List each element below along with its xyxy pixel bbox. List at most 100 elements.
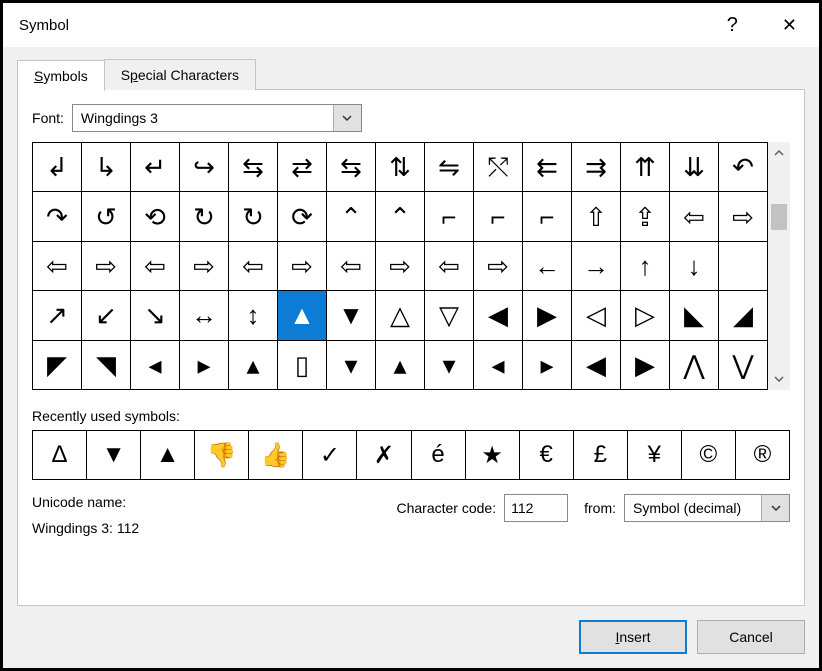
symbol-cell[interactable]: ▴ bbox=[229, 341, 277, 389]
symbol-cell[interactable]: ◀ bbox=[572, 341, 620, 389]
symbol-cell[interactable]: ◥ bbox=[82, 341, 130, 389]
symbol-cell[interactable]: ▶ bbox=[621, 341, 669, 389]
symbol-cell[interactable]: ⤲ bbox=[474, 143, 522, 191]
symbol-cell[interactable]: ↲ bbox=[33, 143, 81, 191]
symbol-cell[interactable]: ⇨ bbox=[376, 242, 424, 290]
cancel-button[interactable]: Cancel bbox=[697, 620, 805, 654]
symbol-cell[interactable]: ⇪ bbox=[621, 192, 669, 240]
symbol-cell[interactable]: ◂ bbox=[474, 341, 522, 389]
recent-symbol-cell[interactable]: ▲ bbox=[141, 431, 194, 479]
recent-symbol-cell[interactable]: ★ bbox=[466, 431, 519, 479]
symbol-cell[interactable]: ⇦ bbox=[327, 242, 375, 290]
symbol-cell[interactable]: ⌐ bbox=[425, 192, 473, 240]
symbol-cell[interactable]: ▾ bbox=[327, 341, 375, 389]
symbol-cell[interactable]: ⇨ bbox=[82, 242, 130, 290]
symbol-cell[interactable]: ▯ bbox=[278, 341, 326, 389]
symbol-cell[interactable]: ↕ bbox=[229, 291, 277, 339]
symbol-cell[interactable]: ◣ bbox=[670, 291, 718, 339]
symbol-cell[interactable]: ⇄ bbox=[278, 143, 326, 191]
symbol-cell[interactable]: ▶ bbox=[523, 291, 571, 339]
symbol-cell[interactable]: ↵ bbox=[131, 143, 179, 191]
symbol-cell[interactable]: ⇨ bbox=[719, 192, 767, 240]
symbol-cell[interactable]: ⌐ bbox=[523, 192, 571, 240]
symbol-cell[interactable]: ↓ bbox=[670, 242, 718, 290]
symbol-cell[interactable]: ◢ bbox=[719, 291, 767, 339]
symbol-cell[interactable]: ↗ bbox=[33, 291, 81, 339]
symbol-cell[interactable]: ◤ bbox=[33, 341, 81, 389]
symbol-cell[interactable]: ⇦ bbox=[670, 192, 718, 240]
symbol-cell[interactable]: ▲ bbox=[278, 291, 326, 339]
symbol-cell[interactable]: ↶ bbox=[719, 143, 767, 191]
symbol-cell[interactable]: ⌃ bbox=[327, 192, 375, 240]
symbol-cell[interactable]: → bbox=[572, 242, 620, 290]
tab-symbols[interactable]: Symbols bbox=[17, 60, 105, 91]
recent-symbol-cell[interactable]: £ bbox=[574, 431, 627, 479]
recent-symbol-cell[interactable]: ✓ bbox=[303, 431, 356, 479]
scrollbar[interactable] bbox=[768, 142, 790, 390]
recent-symbol-cell[interactable]: Δ bbox=[33, 431, 86, 479]
symbol-cell[interactable]: ↪ bbox=[180, 143, 228, 191]
scroll-down-icon[interactable] bbox=[768, 368, 790, 390]
symbol-cell[interactable]: ⇈ bbox=[621, 143, 669, 191]
symbol-cell[interactable]: ⌃ bbox=[376, 192, 424, 240]
symbol-cell[interactable]: ⋁ bbox=[719, 341, 767, 389]
symbol-cell[interactable]: ⇦ bbox=[229, 242, 277, 290]
symbol-cell[interactable]: ⟳ bbox=[278, 192, 326, 240]
symbol-cell[interactable]: ↙ bbox=[82, 291, 130, 339]
symbol-cell[interactable]: ⇦ bbox=[33, 242, 81, 290]
charcode-input[interactable] bbox=[504, 494, 568, 522]
insert-button[interactable]: Insert bbox=[579, 620, 687, 654]
symbol-cell[interactable]: ↺ bbox=[82, 192, 130, 240]
recent-symbol-cell[interactable]: ¥ bbox=[628, 431, 681, 479]
symbol-cell[interactable]: ⇋ bbox=[425, 143, 473, 191]
symbol-cell[interactable]: ← bbox=[523, 242, 571, 290]
recent-symbol-cell[interactable]: € bbox=[520, 431, 573, 479]
help-icon[interactable]: ? bbox=[705, 14, 760, 37]
symbol-cell[interactable] bbox=[719, 242, 767, 290]
symbol-cell[interactable]: ↷ bbox=[33, 192, 81, 240]
recent-symbol-cell[interactable]: © bbox=[682, 431, 735, 479]
symbol-cell[interactable]: ▸ bbox=[180, 341, 228, 389]
scroll-thumb[interactable] bbox=[771, 204, 787, 230]
from-combo[interactable]: Symbol (decimal) bbox=[624, 494, 790, 522]
symbol-cell[interactable]: ⇆ bbox=[327, 143, 375, 191]
symbol-cell[interactable]: ⋀ bbox=[670, 341, 718, 389]
symbol-cell[interactable]: ▴ bbox=[376, 341, 424, 389]
tab-special-characters[interactable]: Special Characters bbox=[104, 59, 256, 90]
symbol-cell[interactable]: ↻ bbox=[229, 192, 277, 240]
chevron-down-icon[interactable] bbox=[333, 105, 361, 131]
symbol-cell[interactable]: ⌐ bbox=[474, 192, 522, 240]
chevron-down-icon[interactable] bbox=[761, 495, 789, 521]
scroll-up-icon[interactable] bbox=[768, 142, 790, 164]
symbol-cell[interactable]: ⇧ bbox=[572, 192, 620, 240]
symbol-cell[interactable]: ◀ bbox=[474, 291, 522, 339]
symbol-cell[interactable]: ⇦ bbox=[131, 242, 179, 290]
symbol-cell[interactable]: ⇊ bbox=[670, 143, 718, 191]
symbol-cell[interactable]: ↑ bbox=[621, 242, 669, 290]
symbol-cell[interactable]: ⇨ bbox=[474, 242, 522, 290]
close-icon[interactable]: ✕ bbox=[760, 15, 807, 36]
symbol-cell[interactable]: ⇆ bbox=[229, 143, 277, 191]
symbol-cell[interactable]: △ bbox=[376, 291, 424, 339]
recent-symbol-cell[interactable]: 👎 bbox=[195, 431, 248, 479]
symbol-cell[interactable]: ⇨ bbox=[278, 242, 326, 290]
symbol-cell[interactable]: ↻ bbox=[180, 192, 228, 240]
recent-symbol-cell[interactable]: ✗ bbox=[357, 431, 410, 479]
symbol-cell[interactable]: ⇦ bbox=[425, 242, 473, 290]
scroll-track[interactable] bbox=[768, 164, 790, 368]
recent-symbol-cell[interactable]: ® bbox=[736, 431, 789, 479]
symbol-cell[interactable]: ◂ bbox=[131, 341, 179, 389]
symbol-cell[interactable]: ↔ bbox=[180, 291, 228, 339]
symbol-cell[interactable]: ↳ bbox=[82, 143, 130, 191]
symbol-cell[interactable]: ⇉ bbox=[572, 143, 620, 191]
recent-symbol-cell[interactable]: 👍 bbox=[249, 431, 302, 479]
symbol-cell[interactable]: ▸ bbox=[523, 341, 571, 389]
symbol-cell[interactable]: ▾ bbox=[425, 341, 473, 389]
symbol-cell[interactable]: ◁ bbox=[572, 291, 620, 339]
symbol-cell[interactable]: ⇨ bbox=[180, 242, 228, 290]
font-combo[interactable]: Wingdings 3 bbox=[72, 104, 362, 132]
symbol-cell[interactable]: ↘ bbox=[131, 291, 179, 339]
symbol-cell[interactable]: ⇇ bbox=[523, 143, 571, 191]
symbol-cell[interactable]: ▷ bbox=[621, 291, 669, 339]
symbol-cell[interactable]: ⟲ bbox=[131, 192, 179, 240]
